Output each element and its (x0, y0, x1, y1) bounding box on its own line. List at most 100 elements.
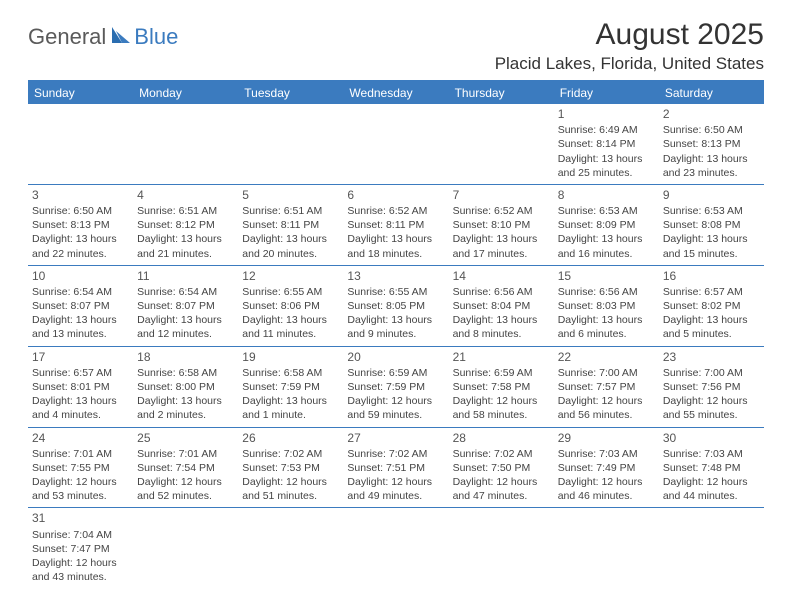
sunset-text: Sunset: 8:14 PM (558, 137, 655, 151)
sunrise-text: Sunrise: 6:58 AM (137, 366, 234, 380)
calendar-day-cell: 14Sunrise: 6:56 AMSunset: 8:04 PMDayligh… (449, 265, 554, 346)
daylight-text: and 17 minutes. (453, 247, 550, 261)
day-number: 18 (137, 349, 234, 365)
day-number: 9 (663, 187, 760, 203)
daylight-text: and 11 minutes. (242, 327, 339, 341)
daylight-text: Daylight: 13 hours (663, 232, 760, 246)
sunset-text: Sunset: 7:55 PM (32, 461, 129, 475)
daylight-text: and 8 minutes. (453, 327, 550, 341)
daylight-text: and 18 minutes. (347, 247, 444, 261)
day-number: 5 (242, 187, 339, 203)
month-title: August 2025 (495, 18, 764, 52)
calendar-day-cell: 25Sunrise: 7:01 AMSunset: 7:54 PMDayligh… (133, 427, 238, 508)
title-block: August 2025 Placid Lakes, Florida, Unite… (495, 18, 764, 74)
daylight-text: Daylight: 13 hours (453, 232, 550, 246)
calendar-day-cell: 16Sunrise: 6:57 AMSunset: 8:02 PMDayligh… (659, 265, 764, 346)
calendar-empty-cell (449, 508, 554, 588)
day-number: 26 (242, 430, 339, 446)
daylight-text: and 25 minutes. (558, 166, 655, 180)
calendar-day-cell: 28Sunrise: 7:02 AMSunset: 7:50 PMDayligh… (449, 427, 554, 508)
sunset-text: Sunset: 7:51 PM (347, 461, 444, 475)
sunset-text: Sunset: 7:59 PM (347, 380, 444, 394)
calendar-empty-cell (554, 508, 659, 588)
calendar-empty-cell (133, 104, 238, 184)
calendar-day-cell: 1Sunrise: 6:49 AMSunset: 8:14 PMDaylight… (554, 104, 659, 184)
calendar-day-cell: 2Sunrise: 6:50 AMSunset: 8:13 PMDaylight… (659, 104, 764, 184)
daylight-text: Daylight: 13 hours (347, 232, 444, 246)
logo: General Blue (28, 18, 178, 50)
day-number: 24 (32, 430, 129, 446)
sunrise-text: Sunrise: 6:52 AM (453, 204, 550, 218)
calendar-day-cell: 19Sunrise: 6:58 AMSunset: 7:59 PMDayligh… (238, 346, 343, 427)
daylight-text: and 1 minute. (242, 408, 339, 422)
calendar-day-cell: 20Sunrise: 6:59 AMSunset: 7:59 PMDayligh… (343, 346, 448, 427)
calendar-day-cell: 3Sunrise: 6:50 AMSunset: 8:13 PMDaylight… (28, 184, 133, 265)
sunrise-text: Sunrise: 6:55 AM (347, 285, 444, 299)
sunset-text: Sunset: 8:07 PM (137, 299, 234, 313)
daylight-text: Daylight: 13 hours (558, 152, 655, 166)
calendar-empty-cell (238, 104, 343, 184)
sunrise-text: Sunrise: 6:59 AM (347, 366, 444, 380)
sunset-text: Sunset: 8:01 PM (32, 380, 129, 394)
calendar-week-row: 17Sunrise: 6:57 AMSunset: 8:01 PM Dayligh… (28, 346, 764, 427)
daylight-text: and 44 minutes. (663, 489, 760, 503)
sunset-text: Sunset: 8:02 PM (663, 299, 760, 313)
sunrise-text: Sunrise: 6:57 AM (32, 366, 129, 380)
sunset-text: Sunset: 7:49 PM (558, 461, 655, 475)
calendar-day-cell: 12Sunrise: 6:55 AMSunset: 8:06 PMDayligh… (238, 265, 343, 346)
day-number: 17 (32, 349, 129, 365)
daylight-text: Daylight: 12 hours (453, 475, 550, 489)
location: Placid Lakes, Florida, United States (495, 54, 764, 74)
daylight-text: Daylight: 13 hours (663, 152, 760, 166)
day-number: 22 (558, 349, 655, 365)
day-number: 16 (663, 268, 760, 284)
daylight-text: and 49 minutes. (347, 489, 444, 503)
sunset-text: Sunset: 8:08 PM (663, 218, 760, 232)
sunset-text: Sunset: 7:56 PM (663, 380, 760, 394)
daylight-text: and 15 minutes. (663, 247, 760, 261)
weekday-header: Monday (133, 81, 238, 104)
sunrise-text: Sunrise: 6:50 AM (663, 123, 760, 137)
sunset-text: Sunset: 8:11 PM (347, 218, 444, 232)
calendar-header-row: SundayMondayTuesdayWednesdayThursdayFrid… (28, 81, 764, 104)
sunrise-text: Sunrise: 6:57 AM (663, 285, 760, 299)
sunrise-text: Sunrise: 7:01 AM (137, 447, 234, 461)
daylight-text: Daylight: 13 hours (32, 232, 129, 246)
daylight-text: Daylight: 13 hours (137, 232, 234, 246)
daylight-text: and 2 minutes. (137, 408, 234, 422)
day-number: 8 (558, 187, 655, 203)
calendar-week-row: 1Sunrise: 6:49 AMSunset: 8:14 PMDaylight… (28, 104, 764, 184)
daylight-text: Daylight: 12 hours (347, 475, 444, 489)
sunrise-text: Sunrise: 6:49 AM (558, 123, 655, 137)
calendar-empty-cell (343, 104, 448, 184)
daylight-text: and 53 minutes. (32, 489, 129, 503)
sunrise-text: Sunrise: 6:56 AM (453, 285, 550, 299)
day-number: 27 (347, 430, 444, 446)
daylight-text: Daylight: 12 hours (137, 475, 234, 489)
daylight-text: Daylight: 13 hours (32, 313, 129, 327)
calendar-week-row: 31Sunrise: 7:04 AMSunset: 7:47 PMDayligh… (28, 508, 764, 588)
calendar-day-cell: 15Sunrise: 6:56 AMSunset: 8:03 PMDayligh… (554, 265, 659, 346)
calendar-day-cell: 8Sunrise: 6:53 AMSunset: 8:09 PMDaylight… (554, 184, 659, 265)
sunset-text: Sunset: 8:13 PM (32, 218, 129, 232)
daylight-text: and 12 minutes. (137, 327, 234, 341)
calendar-empty-cell (343, 508, 448, 588)
daylight-text: Daylight: 12 hours (453, 394, 550, 408)
logo-sail-icon (110, 25, 132, 50)
day-number: 20 (347, 349, 444, 365)
sunset-text: Sunset: 8:13 PM (663, 137, 760, 151)
daylight-text: and 21 minutes. (137, 247, 234, 261)
calendar-day-cell: 30Sunrise: 7:03 AMSunset: 7:48 PMDayligh… (659, 427, 764, 508)
sunset-text: Sunset: 8:06 PM (242, 299, 339, 313)
calendar-day-cell: 13Sunrise: 6:55 AMSunset: 8:05 PMDayligh… (343, 265, 448, 346)
sunset-text: Sunset: 7:48 PM (663, 461, 760, 475)
calendar-empty-cell (133, 508, 238, 588)
sunrise-text: Sunrise: 7:03 AM (558, 447, 655, 461)
day-number: 3 (32, 187, 129, 203)
calendar-day-cell: 21Sunrise: 6:59 AMSunset: 7:58 PMDayligh… (449, 346, 554, 427)
daylight-text: Daylight: 13 hours (242, 313, 339, 327)
sunrise-text: Sunrise: 7:01 AM (32, 447, 129, 461)
day-number: 25 (137, 430, 234, 446)
sunrise-text: Sunrise: 7:04 AM (32, 528, 129, 542)
daylight-text: Daylight: 13 hours (137, 394, 234, 408)
